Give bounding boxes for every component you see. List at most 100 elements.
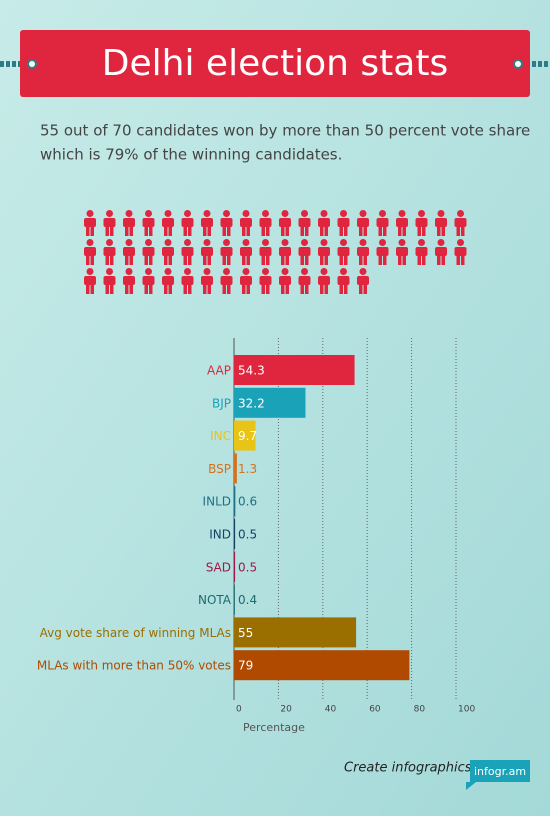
icon-leg	[320, 284, 324, 294]
person-icon	[220, 268, 233, 294]
icon-body	[103, 218, 116, 227]
icon-head	[262, 210, 269, 217]
icon-leg	[242, 255, 246, 265]
icon-leg	[324, 255, 328, 265]
bar-chart: 0 20 40 60 80 100 Percentage AAP 54.3 BJP 32.2 INC 9…	[37, 338, 475, 734]
icon-leg	[378, 255, 382, 265]
icon-body	[298, 247, 311, 256]
title-banner	[20, 30, 530, 97]
icon-leg	[441, 226, 445, 236]
person-icon	[298, 210, 311, 236]
bar	[234, 551, 236, 582]
icon-body	[298, 276, 311, 285]
icon-body	[435, 247, 447, 256]
person-icon	[435, 210, 447, 236]
icon-head	[379, 210, 386, 217]
icon-leg	[246, 255, 250, 265]
icon-head	[164, 210, 172, 217]
person-icon	[162, 210, 174, 236]
icon-leg	[266, 226, 270, 236]
icon-leg	[266, 255, 270, 265]
person-icon	[84, 268, 96, 294]
icon-leg	[129, 226, 133, 236]
bar	[234, 486, 236, 517]
icon-head	[242, 239, 250, 246]
icon-leg	[300, 255, 304, 265]
icon-leg	[129, 284, 133, 294]
icon-leg	[456, 226, 460, 236]
icon-leg	[300, 284, 304, 294]
icon-leg	[222, 226, 226, 236]
category-label: Avg vote share of winning MLAs	[40, 626, 231, 640]
value-label: 9.7	[238, 429, 257, 443]
icon-head	[86, 239, 94, 246]
person-icon	[240, 268, 252, 294]
icon-head	[164, 239, 172, 246]
icon-leg	[222, 255, 226, 265]
person-icon	[201, 268, 213, 294]
icon-leg	[378, 226, 382, 236]
category-label: NOTA	[198, 593, 232, 607]
category-label: BJP	[212, 396, 231, 410]
icon-head	[281, 268, 289, 275]
icon-head	[398, 239, 406, 246]
person-icon	[415, 210, 428, 236]
icon-leg	[164, 255, 168, 265]
icon-leg	[261, 284, 265, 294]
icon-head	[437, 210, 445, 217]
person-icon	[454, 239, 467, 265]
icon-leg	[324, 284, 328, 294]
icon-body	[259, 247, 272, 256]
icon-head	[145, 210, 152, 217]
icon-head	[223, 268, 230, 275]
icon-body	[337, 276, 350, 285]
person-icon	[357, 210, 369, 236]
category-label: BSP	[208, 462, 231, 476]
icon-leg	[168, 255, 172, 265]
icon-body	[142, 247, 155, 256]
icon-head	[320, 268, 328, 275]
icon-head	[125, 268, 133, 275]
icon-leg	[227, 255, 231, 265]
icon-head	[242, 268, 250, 275]
icon-leg	[339, 284, 343, 294]
icon-head	[437, 239, 445, 246]
person-icon	[337, 210, 350, 236]
icon-body	[181, 247, 194, 256]
person-icon	[337, 239, 350, 265]
icon-head	[418, 210, 425, 217]
icon-head	[86, 268, 94, 275]
value-label: 0.5	[238, 528, 257, 542]
person-icon	[396, 210, 408, 236]
bar	[234, 584, 235, 615]
icon-leg	[437, 255, 441, 265]
icon-body	[357, 218, 369, 227]
person-icon	[220, 239, 233, 265]
icon-leg	[461, 226, 465, 236]
icon-body	[298, 218, 311, 227]
icon-leg	[144, 226, 148, 236]
icon-leg	[149, 255, 153, 265]
person-icon	[162, 239, 174, 265]
icon-head	[340, 268, 347, 275]
person-icon	[259, 268, 272, 294]
icon-body	[123, 276, 135, 285]
icon-leg	[398, 226, 402, 236]
icon-leg	[261, 255, 265, 265]
person-icon	[220, 210, 233, 236]
icon-leg	[300, 226, 304, 236]
icon-head	[359, 239, 367, 246]
icon-leg	[339, 226, 343, 236]
icon-leg	[105, 226, 109, 236]
icon-body	[201, 276, 213, 285]
icon-head	[418, 239, 425, 246]
icon-leg	[417, 226, 421, 236]
icon-leg	[149, 284, 153, 294]
person-icon	[162, 268, 174, 294]
person-icon	[201, 210, 213, 236]
value-label: 54.3	[238, 364, 265, 378]
person-icon	[84, 239, 96, 265]
icon-leg	[144, 255, 148, 265]
icon-body	[181, 276, 194, 285]
icon-body	[259, 218, 272, 227]
